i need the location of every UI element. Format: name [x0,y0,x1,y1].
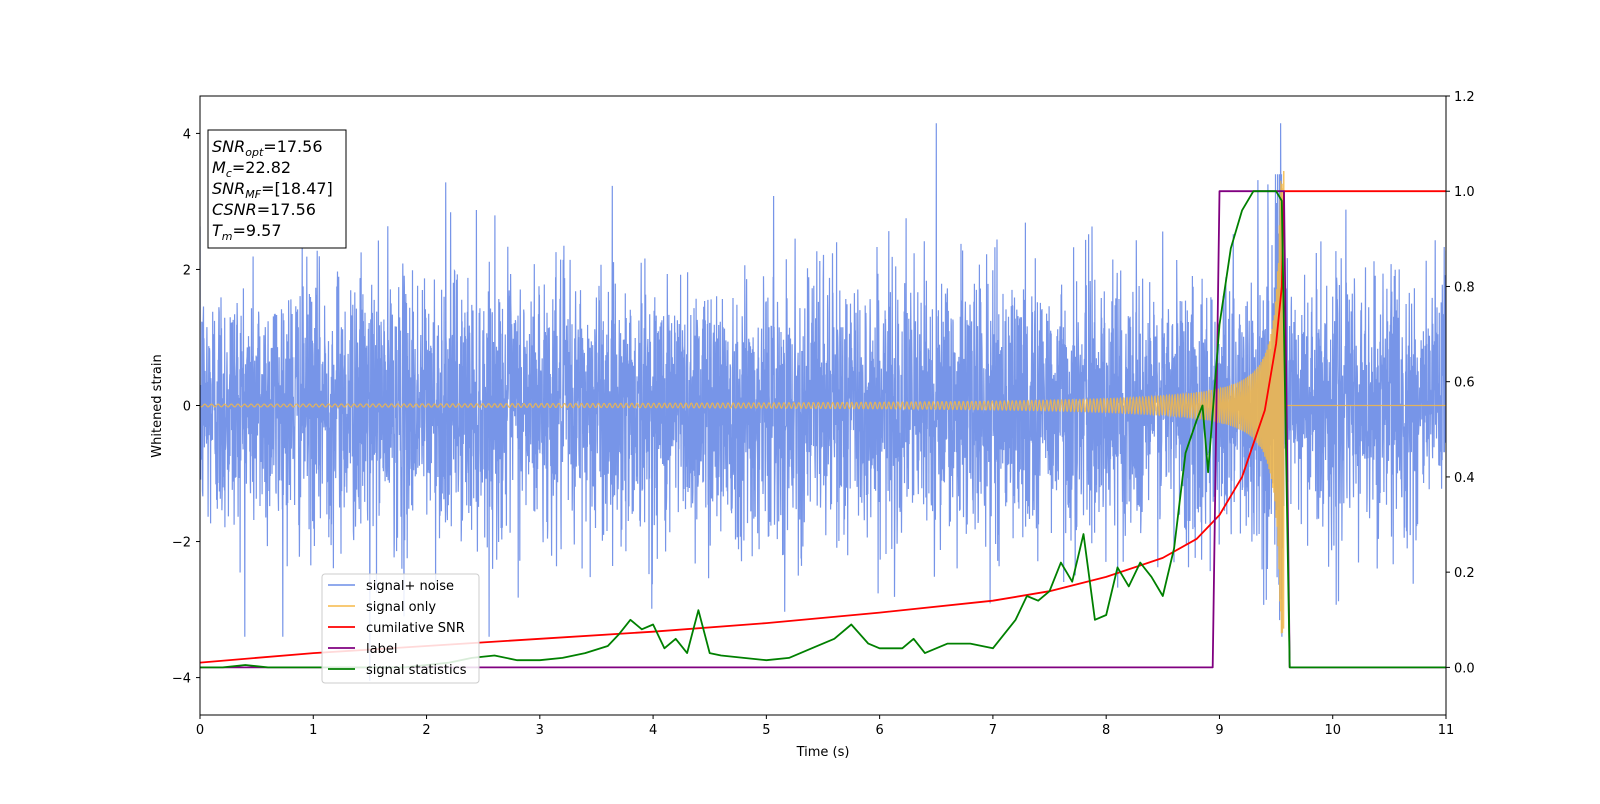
y-right-tick-label: 0.2 [1454,566,1475,581]
legend-item-label: signal statistics [366,663,467,678]
annotation-line: Tm=9.57 [212,221,282,243]
x-tick-label: 6 [875,723,883,738]
annotation-line: Mc=22.82 [212,158,291,180]
x-tick-label: 9 [1215,723,1223,738]
y-axis-label: Whitened strain [150,354,165,457]
y-right-tick-label: 0.4 [1454,471,1475,486]
y-right-tick-label: 0.0 [1454,661,1475,676]
y-left-tick-label: 4 [183,127,191,142]
annotation-line: CSNR=17.56 [212,200,316,219]
legend-item-label: signal only [366,600,436,615]
x-tick-label: 7 [989,723,997,738]
y-left-tick-label: −4 [172,672,191,687]
series-cumilative-snr-line [200,190,1446,664]
y-left-tick-label: −2 [172,536,191,551]
legend-item-label: signal+ noise [366,579,454,594]
x-tick-label: 5 [762,723,770,738]
y-left-tick-label: 2 [183,263,191,278]
y-right-tick-label: 1.2 [1454,90,1475,105]
x-tick-label: 4 [649,723,657,738]
y-right-tick-label: 1.0 [1454,185,1475,200]
x-tick-label: 1 [309,723,317,738]
legend-item-label: label [366,642,397,657]
legend-frame [321,573,480,684]
stats-annotation-box: SNRopt=17.56Mc=22.82SNRMF=[18.47]CSNR=17… [207,129,347,249]
axis-ticks: 0 1 2 3 4 5 6 7 8 9 10 11 −4 −2 0 2 4 0.0 0.2 0.4 0.6 0.8 1.0 1… [172,90,1475,738]
annotation-frame [207,129,347,249]
x-tick-label: 8 [1102,723,1110,738]
annotation-line: SNRMF=[18.47] [212,179,333,201]
y-left-tick-label: 0 [183,400,191,415]
x-tick-label: 3 [536,723,544,738]
annotation-line: SNRopt=17.56 [212,137,323,159]
x-tick-label: 0 [196,723,204,738]
x-axis-label: Time (s) [796,745,850,760]
x-tick-label: 2 [422,723,430,738]
legend-item-label: cumilative SNR [366,621,465,636]
x-tick-label: 10 [1324,723,1341,738]
x-tick-label: 11 [1438,723,1455,738]
y-right-tick-label: 0.6 [1454,376,1475,391]
series-signal-only-line [200,171,1446,634]
y-right-tick-label: 0.8 [1454,280,1475,295]
legend: signal+ noise signal only cumilative SNR la… [321,573,480,684]
